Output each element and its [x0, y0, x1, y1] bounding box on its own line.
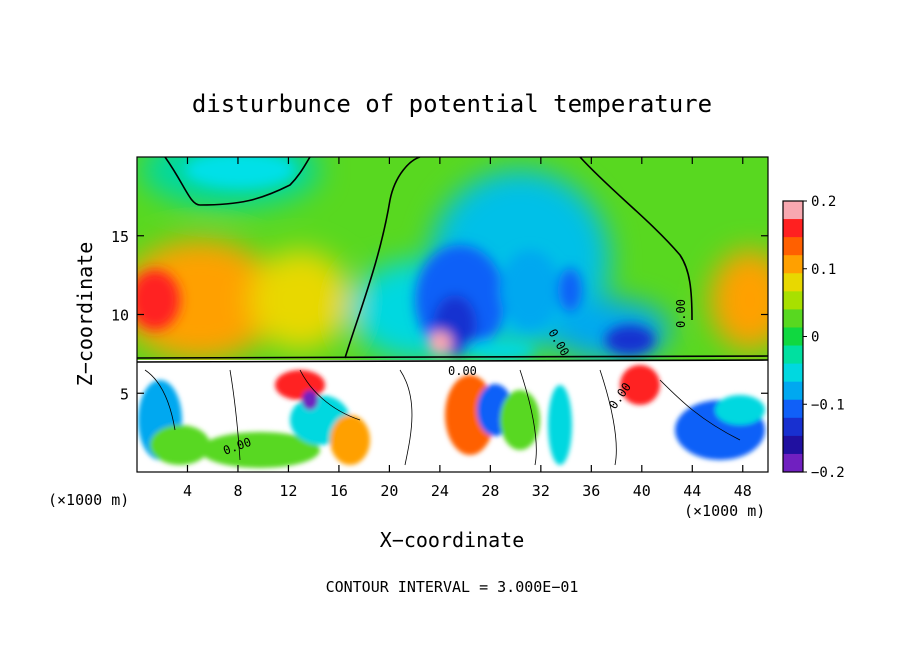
y-axis-label: Z−coordinate — [73, 242, 97, 387]
colorbar-segment — [783, 417, 803, 437]
colorbar-segment — [783, 309, 803, 328]
x-tick-label: 16 — [330, 482, 348, 500]
colorbar-segment — [783, 219, 803, 238]
colorbar-segment — [783, 435, 803, 455]
colorbar-segment — [783, 453, 803, 473]
y-axis: 5 10 15 — [111, 228, 768, 403]
colorbar-segment — [783, 255, 803, 274]
contour-label: 0.00 — [674, 299, 688, 328]
colorbar-tick-label: 0.2 — [811, 194, 836, 210]
y-tick-label: 5 — [120, 385, 129, 403]
x-unit-right: (×1000 m) — [684, 502, 765, 520]
colorbar-tick-label: 0 — [811, 330, 819, 346]
x-tick-label: 4 — [183, 482, 192, 500]
colorbar-tick-label: −0.2 — [811, 465, 845, 481]
x-tick-label: 44 — [683, 482, 701, 500]
x-unit-left: (×1000 m) — [48, 491, 129, 509]
contour-label: 0.00 — [448, 364, 477, 378]
colorbar — [782, 200, 804, 473]
x-tick-label: 20 — [380, 482, 398, 500]
y-tick-label: 10 — [111, 307, 129, 325]
x-axis-label: X−coordinate — [380, 528, 525, 552]
colorbar-segment — [783, 363, 803, 383]
x-tick-label: 12 — [279, 482, 297, 500]
x-tick-label: 8 — [233, 482, 242, 500]
colorbar-segment — [783, 237, 803, 256]
chart-title: disturbunce of potential temperature — [192, 90, 712, 118]
contour-interval: CONTOUR INTERVAL = 3.000E−01 — [326, 578, 579, 596]
x-tick-label: 36 — [582, 482, 600, 500]
x-axis: 4 8 12 16 20 24 28 32 36 40 44 48 — [183, 157, 752, 500]
colorbar-ticks: 0.2 0.1 0 −0.1 −0.2 — [803, 194, 845, 481]
x-tick-label: 48 — [734, 482, 752, 500]
colorbar-segment — [783, 273, 803, 292]
plot-area — [137, 157, 768, 472]
colorbar-segment — [783, 327, 803, 347]
x-tick-label: 24 — [431, 482, 449, 500]
colorbar-segment — [783, 291, 803, 310]
colorbar-segment — [783, 345, 803, 365]
colorbar-tick-label: −0.1 — [811, 397, 845, 413]
x-tick-label: 40 — [633, 482, 651, 500]
colorbar-segment — [783, 399, 803, 419]
y-tick-label: 15 — [111, 228, 129, 246]
colorbar-segment — [783, 381, 803, 401]
x-tick-label: 32 — [532, 482, 550, 500]
colorbar-tick-label: 0.1 — [811, 262, 836, 278]
x-tick-label: 28 — [481, 482, 499, 500]
colorbar-segment — [783, 201, 803, 220]
